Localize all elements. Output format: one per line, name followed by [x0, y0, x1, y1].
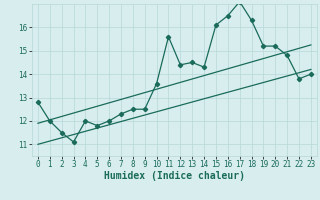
X-axis label: Humidex (Indice chaleur): Humidex (Indice chaleur)	[104, 171, 245, 181]
